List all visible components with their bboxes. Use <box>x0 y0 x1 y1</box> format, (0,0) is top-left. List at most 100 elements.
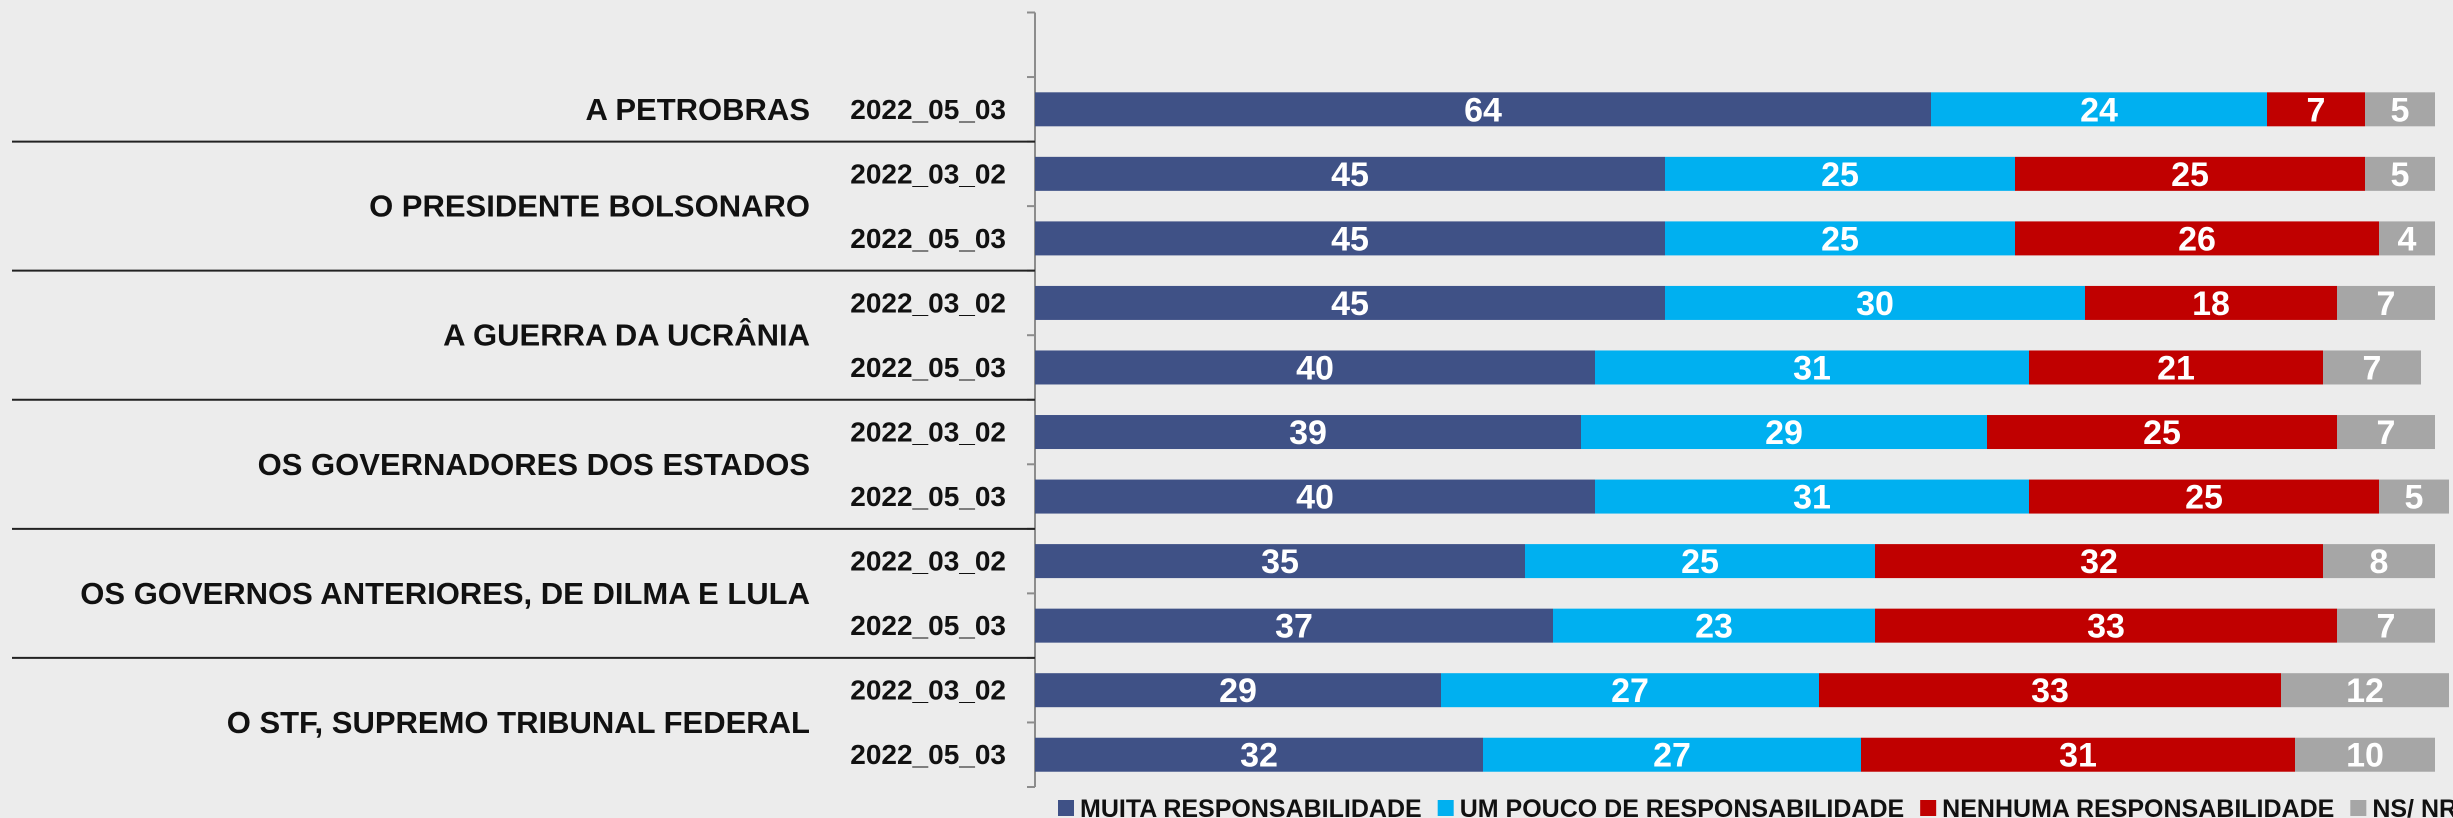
legend-swatch <box>1920 800 1937 816</box>
value-label: 31 <box>1793 479 1831 517</box>
bar-segment <box>1525 544 1875 579</box>
bar-segment <box>2365 92 2435 127</box>
value-label: 25 <box>2143 414 2181 452</box>
value-label: 25 <box>2185 479 2223 517</box>
value-label: 21 <box>2157 349 2195 387</box>
value-label: 24 <box>2080 91 2118 129</box>
bar-segment <box>1035 350 1595 385</box>
value-label: 39 <box>1289 414 1327 452</box>
bar-segment <box>1987 415 2337 450</box>
bar-segment <box>1035 479 1595 514</box>
group-label: OS GOVERNADORES DOS ESTADOS <box>258 447 810 482</box>
value-label: 25 <box>1821 220 1859 258</box>
value-label: 25 <box>1681 543 1719 581</box>
row-label: 2022_05_03 <box>850 610 1006 641</box>
value-label: 27 <box>1653 737 1691 775</box>
bar-segment <box>2365 156 2435 191</box>
bar-segment <box>2029 350 2323 385</box>
value-label: 18 <box>2192 285 2230 323</box>
bar-segment <box>1665 285 2085 320</box>
value-label: 27 <box>1611 672 1649 710</box>
bar-segment <box>1035 673 1441 708</box>
bar-segment <box>1035 285 1665 320</box>
bar-segment <box>2085 285 2337 320</box>
bar-segment <box>1665 156 2015 191</box>
group-label: OS GOVERNOS ANTERIORES, DE DILMA E LULA <box>80 576 810 611</box>
legend-swatch <box>2350 800 2367 816</box>
value-label: 5 <box>2391 91 2410 129</box>
bar-segment <box>1441 673 1819 708</box>
legend-swatch <box>1437 800 1454 816</box>
bar-segment <box>2015 221 2379 256</box>
bar-segment <box>1819 673 2281 708</box>
bar-segment <box>1035 221 1665 256</box>
value-label: 37 <box>1275 608 1313 646</box>
value-label: 7 <box>2377 414 2396 452</box>
bar-segment <box>2281 673 2449 708</box>
value-label: 64 <box>1464 91 1502 129</box>
value-label: 31 <box>2059 737 2097 775</box>
bar-segment <box>1035 415 1581 450</box>
value-label: 45 <box>1331 285 1369 323</box>
value-label: 23 <box>1695 608 1733 646</box>
bar-segment <box>1483 737 1861 772</box>
bar-segment <box>2337 608 2435 643</box>
row-label: 2022_03_02 <box>850 546 1006 577</box>
value-label: 7 <box>2363 349 2382 387</box>
value-label: 31 <box>1793 349 1831 387</box>
bar-segment <box>2379 221 2435 256</box>
bar-segment <box>1553 608 1875 643</box>
value-label: 5 <box>2405 479 2424 517</box>
value-label: 45 <box>1331 156 1369 194</box>
value-label: 7 <box>2307 91 2326 129</box>
bar-segment <box>1035 92 1931 127</box>
bar-segment <box>1861 737 2295 772</box>
bar-segment <box>1665 221 2015 256</box>
bar-segment <box>1035 544 1525 579</box>
value-label: 40 <box>1296 349 1334 387</box>
legend-label: UM POUCO DE RESPONSABILIDADE <box>1460 795 1904 818</box>
bar-segment <box>1875 544 2323 579</box>
value-label: 32 <box>1240 737 1278 775</box>
row-label: 2022_03_02 <box>850 675 1006 706</box>
value-label: 12 <box>2346 672 2384 710</box>
group-label: A GUERRA DA UCRÂNIA <box>443 317 810 353</box>
bar-segment <box>2295 737 2435 772</box>
bar-segment <box>1595 350 2029 385</box>
value-label: 7 <box>2377 608 2396 646</box>
value-label: 32 <box>2080 543 2118 581</box>
value-label: 7 <box>2377 285 2396 323</box>
value-label: 29 <box>1219 672 1257 710</box>
bar-segment <box>1035 608 1553 643</box>
row-label: 2022_03_02 <box>850 158 1006 189</box>
row-label: 2022_05_03 <box>850 223 1006 254</box>
row-label: 2022_05_03 <box>850 352 1006 383</box>
bar-segment <box>2379 479 2449 514</box>
row-label: 2022_05_03 <box>850 481 1006 512</box>
value-label: 25 <box>1821 156 1859 194</box>
legend-label: NS/ NR <box>2372 795 2453 818</box>
value-label: 35 <box>1261 543 1299 581</box>
bar-segment <box>1035 156 1665 191</box>
bar-segment <box>2323 544 2435 579</box>
bar-segment <box>1875 608 2337 643</box>
bar-segment <box>2337 285 2435 320</box>
bar-segment <box>2029 479 2379 514</box>
bar-segment <box>2015 156 2365 191</box>
value-label: 8 <box>2370 543 2389 581</box>
row-label: 2022_05_03 <box>850 94 1006 125</box>
bar-segment <box>2267 92 2365 127</box>
bar-segment <box>2337 415 2435 450</box>
legend-label: MUITA RESPONSABILIDADE <box>1080 795 1422 818</box>
value-label: 29 <box>1765 414 1803 452</box>
value-label: 10 <box>2346 737 2384 775</box>
group-label: A PETROBRAS <box>586 92 810 127</box>
row-label: 2022_03_02 <box>850 417 1006 448</box>
value-label: 26 <box>2178 220 2216 258</box>
bar-segment <box>1035 737 1483 772</box>
bar-segment <box>1595 479 2029 514</box>
value-label: 45 <box>1331 220 1369 258</box>
value-label: 30 <box>1856 285 1894 323</box>
group-label: O PRESIDENTE BOLSONARO <box>369 189 810 224</box>
